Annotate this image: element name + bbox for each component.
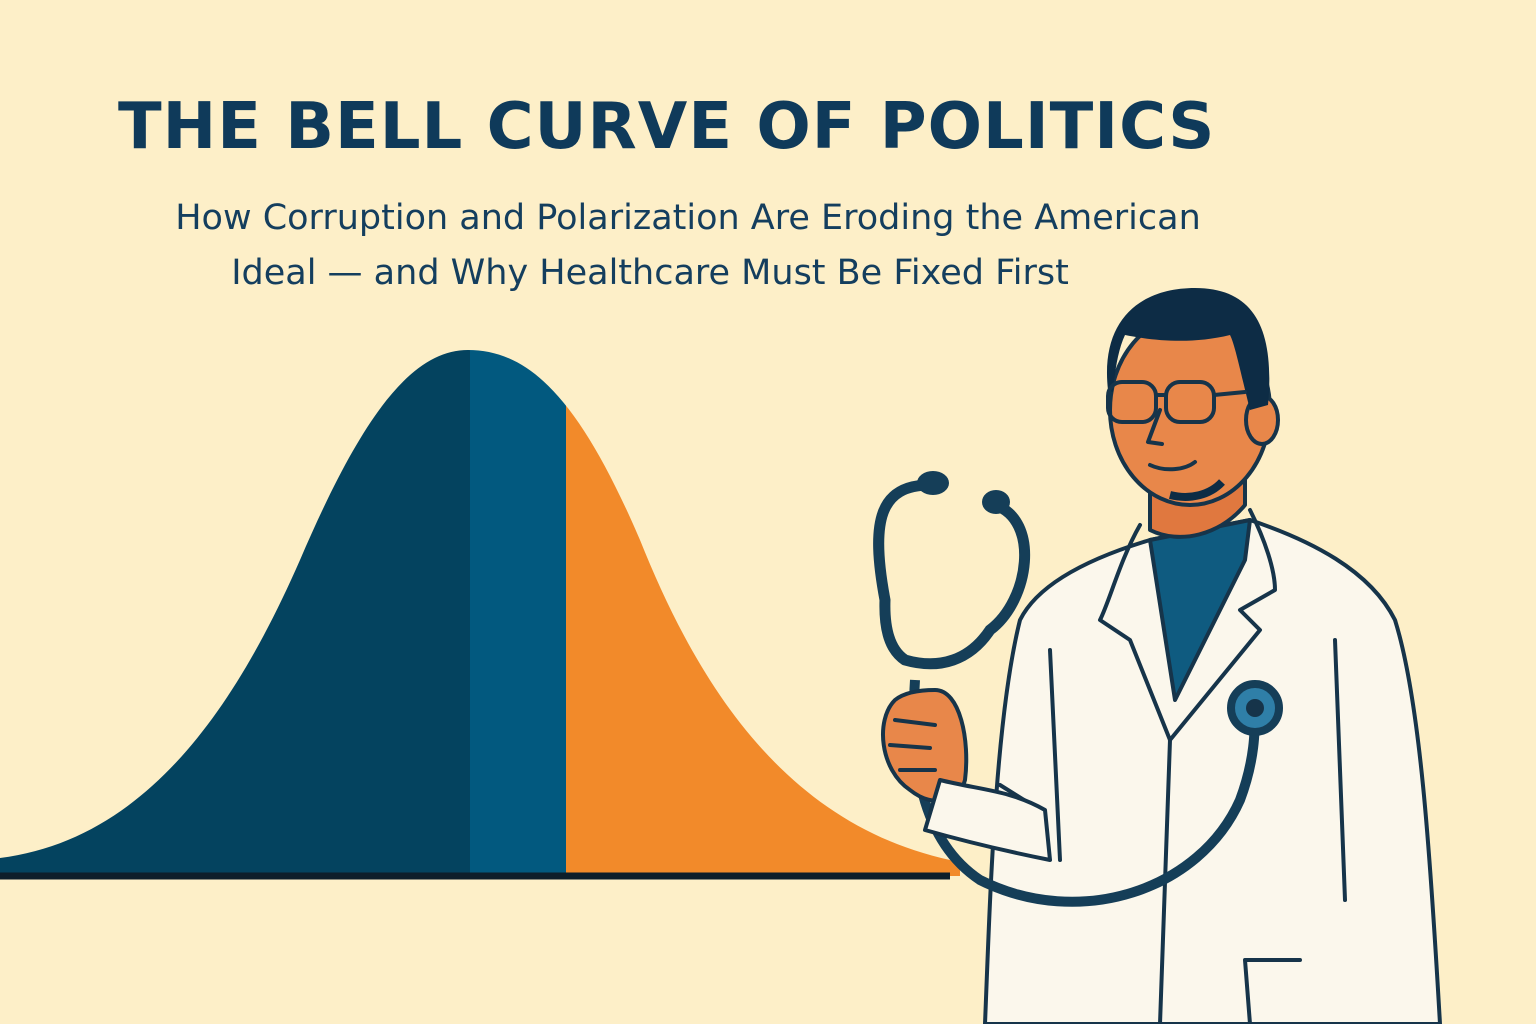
subtitle-line: How Corruption and Polarization Are Erod…: [175, 198, 1201, 238]
title: THE BELL CURVE OF POLITICS: [118, 90, 1215, 164]
doctor: [873, 288, 1442, 1024]
subtitle-line: Ideal — and Why Healthcare Must Be Fixed…: [231, 253, 1069, 293]
